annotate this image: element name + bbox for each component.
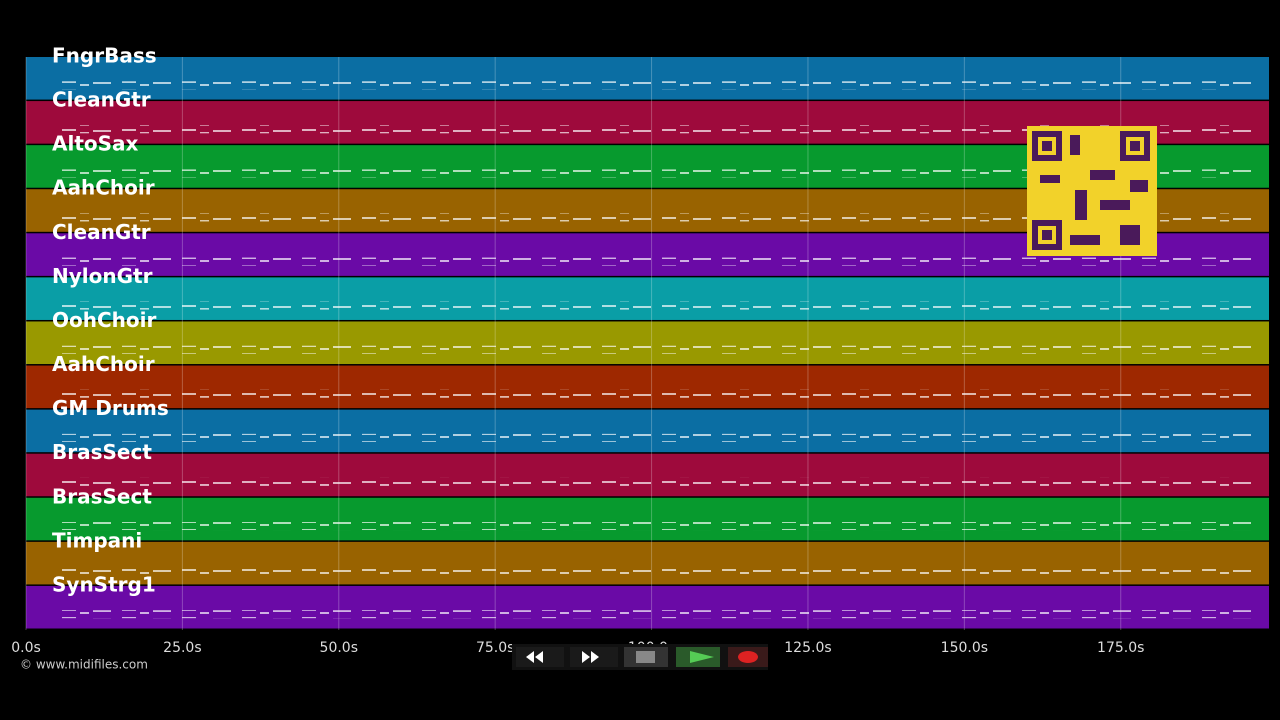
track-notes: [56, 566, 1259, 575]
track-name: GM Drums: [52, 396, 169, 420]
stop-button[interactable]: [624, 647, 668, 667]
track-notes: [56, 301, 1259, 310]
track-notes: [56, 257, 1259, 266]
x-tick-label: 75.0s: [476, 640, 514, 656]
track-band: [26, 409, 1269, 453]
rewind-button[interactable]: [516, 647, 564, 667]
play-button[interactable]: [676, 647, 720, 667]
credit: © www.midifiles.com: [20, 658, 148, 672]
track-band: [26, 277, 1269, 320]
track-notes: [56, 389, 1259, 398]
track-band: [26, 585, 1269, 629]
track-band: [26, 365, 1269, 409]
track-notes: [56, 169, 1259, 178]
track-notes: [56, 477, 1259, 486]
x-tick-label: 50.0s: [320, 640, 358, 656]
track-name: SynStrg1: [52, 572, 156, 596]
x-tick-label: 150.0s: [941, 640, 988, 656]
x-tick-label: 25.0s: [163, 640, 201, 656]
record-button[interactable]: [728, 647, 768, 667]
track-notes: [56, 345, 1259, 354]
track-name: NylonGtr: [52, 264, 153, 288]
track-notes: [56, 522, 1259, 531]
track-band: [26, 57, 1269, 100]
x-tick-label: 175.0s: [1097, 640, 1144, 656]
track-name: BrasSect: [52, 440, 152, 464]
track-name: AahChoir: [52, 352, 155, 376]
track-name: Timpani: [52, 528, 142, 552]
track-notes: [56, 81, 1259, 90]
track-band: [26, 497, 1269, 541]
track-name: FngrBass: [52, 44, 157, 68]
track-name: CleanGtr: [52, 88, 151, 112]
track-band: [26, 453, 1269, 497]
forward-button[interactable]: [570, 647, 618, 667]
qr-code: [1027, 126, 1157, 256]
x-tick-label: 125.0s: [784, 640, 831, 656]
track-band: [26, 321, 1269, 365]
track-name: AltoSax: [52, 132, 139, 156]
track-notes: [56, 610, 1259, 619]
transport-controls: [512, 644, 768, 670]
x-tick-label: 0.0s: [11, 640, 41, 656]
track-name: AahChoir: [52, 176, 155, 200]
track-notes: [56, 433, 1259, 442]
track-name: OohChoir: [52, 308, 156, 332]
track-name: BrasSect: [52, 484, 152, 508]
track-name: CleanGtr: [52, 220, 151, 244]
track-band: [26, 541, 1269, 585]
track-notes: [56, 213, 1259, 222]
track-notes: [56, 125, 1259, 134]
